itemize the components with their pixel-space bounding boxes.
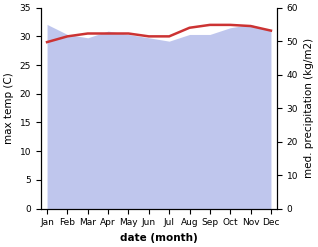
Y-axis label: med. precipitation (kg/m2): med. precipitation (kg/m2) [304, 38, 314, 178]
X-axis label: date (month): date (month) [120, 233, 198, 243]
Y-axis label: max temp (C): max temp (C) [4, 72, 14, 144]
